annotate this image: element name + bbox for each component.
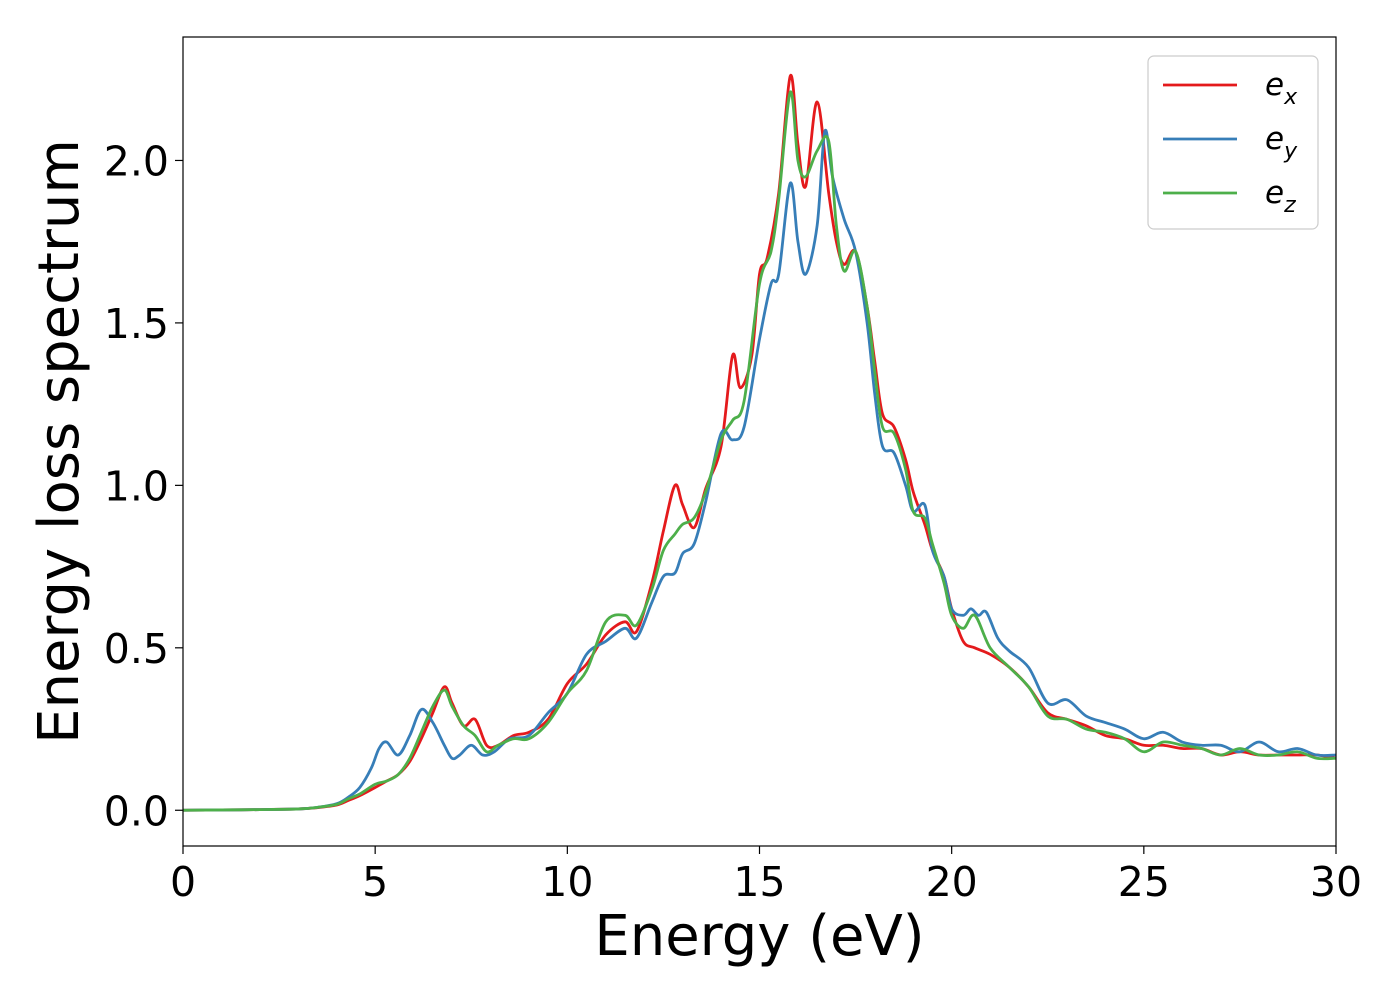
series-line-ey: [183, 128, 1336, 812]
y-tick-label: 2.0: [104, 137, 169, 185]
x-tick-label: 10: [541, 858, 593, 906]
y-tick-label: 0.5: [104, 625, 169, 673]
x-axis-label: Energy (eV): [594, 904, 924, 969]
x-tick-label: 15: [733, 858, 785, 906]
x-tick-label: 30: [1310, 858, 1362, 906]
legend-label-ex: ex: [1265, 67, 1298, 110]
x-tick-label: 20: [926, 858, 978, 906]
x-tick-label: 5: [362, 858, 388, 906]
x-tick-label: 25: [1118, 858, 1170, 906]
y-tick-label: 0.0: [104, 787, 169, 835]
x-axis: 0 5 10 15 20 25 30: [170, 846, 1362, 906]
legend-label-ey: ey: [1265, 121, 1298, 164]
series-line-ez: [183, 90, 1336, 812]
series-layer: [183, 74, 1336, 812]
y-axis: 0.0 0.5 1.0 1.5 2.0: [104, 137, 183, 835]
x-tick-label: 0: [170, 858, 196, 906]
y-tick-label: 1.0: [104, 462, 169, 510]
y-axis-label: Energy loss spectrum: [27, 139, 92, 744]
legend-box: [1147, 55, 1319, 230]
y-tick-label: 1.5: [104, 300, 169, 348]
